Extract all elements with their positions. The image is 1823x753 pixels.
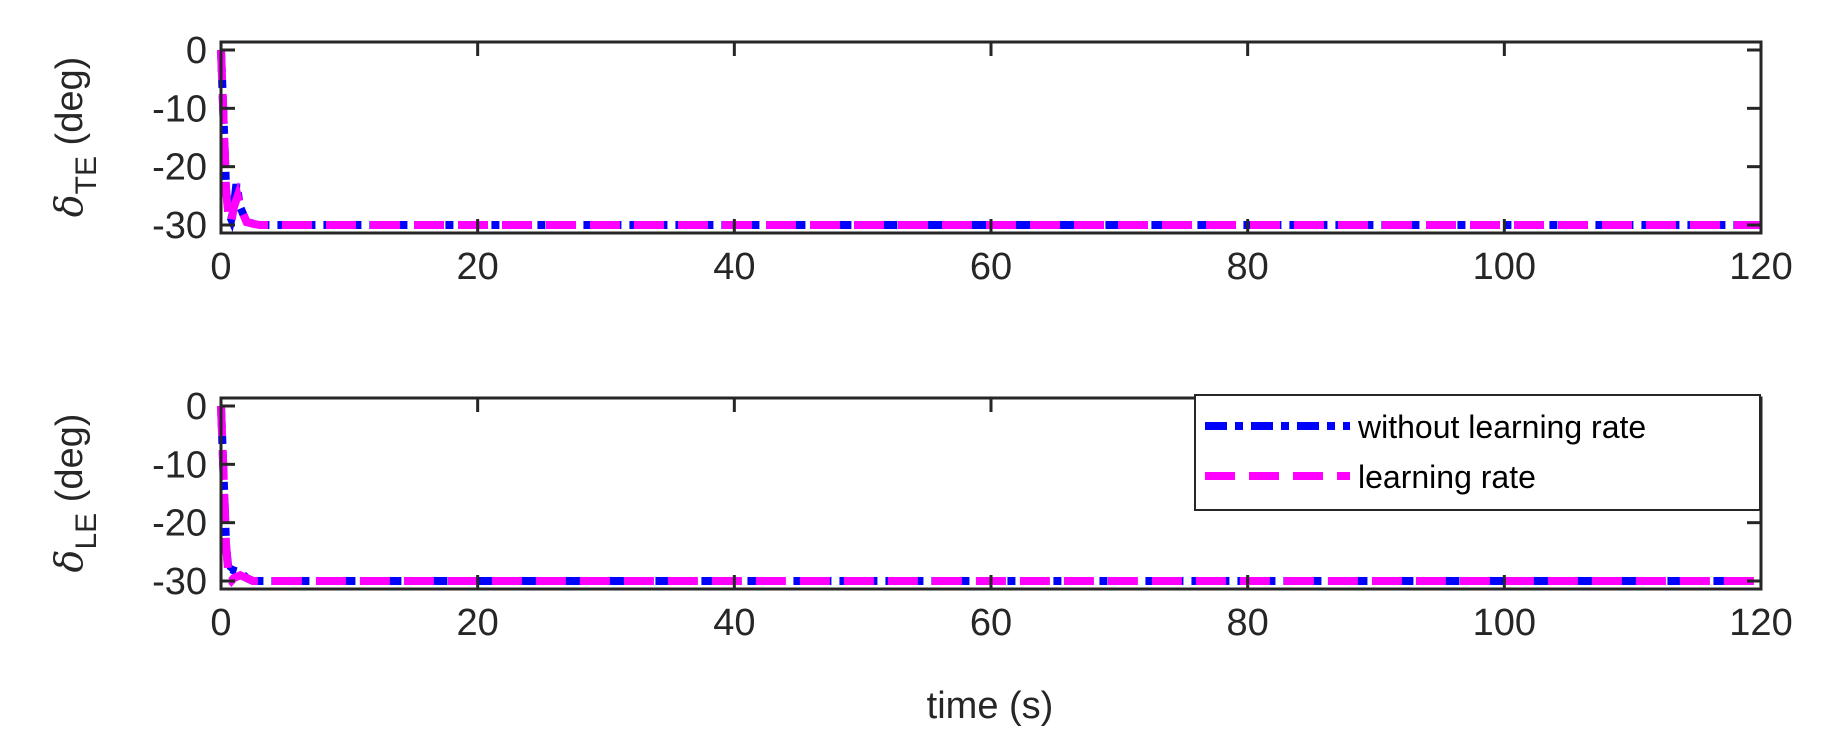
y-axis-label-symbol: δ [47, 194, 91, 217]
y-axis-label-symbol: δ [47, 550, 91, 573]
x-tick-label: 100 [1473, 602, 1536, 644]
x-tick-label: 0 [210, 246, 231, 288]
y-tick-label: -10 [152, 88, 207, 130]
legend: without learning rate learning rate [1194, 394, 1761, 511]
y-axis-label-subscript: TE [70, 156, 103, 194]
y-tick-label: 0 [186, 30, 207, 72]
y-tick-label: -10 [152, 444, 207, 486]
x-tick-label: 0 [210, 602, 231, 644]
y-axis-label-unit: (deg) [49, 57, 91, 146]
y-tick-label: -20 [152, 147, 207, 189]
y-tick-label: -30 [152, 205, 207, 247]
x-tick-label: 120 [1729, 246, 1792, 288]
x-tick-label: 20 [457, 246, 499, 288]
y-tick-label: -30 [152, 561, 207, 603]
series-layer-bottom [217, 405, 1761, 588]
x-tick-label: 60 [970, 602, 1012, 644]
x-axis-label: time (s) [927, 685, 1054, 727]
series-layer-top [217, 49, 1761, 233]
x-tick-label: 40 [713, 246, 755, 288]
ticks-layer-bottom: 0 20 40 60 80 100 120 0 -10 -20 -30 [152, 386, 1793, 644]
legend-label-learning-rate: learning rate [1358, 459, 1536, 495]
x-tick-label: 120 [1729, 602, 1792, 644]
subplot-bottom: 0 20 40 60 80 100 120 0 -10 -20 -30 δLE (deg) time… [47, 386, 1793, 727]
series-line-learning-rate-top [217, 49, 1761, 231]
y-axis-label-unit: (deg) [49, 414, 91, 503]
axes-box-top [219, 40, 1763, 235]
y-tick-label: -20 [152, 503, 207, 545]
ticks-layer-top: 0 20 40 60 80 100 120 0 -10 -20 -30 [152, 30, 1793, 288]
y-tick-label: 0 [186, 386, 207, 428]
legend-label-without-learning-rate: without learning rate [1357, 409, 1646, 445]
y-axis-label-bottom: δLE (deg) [47, 414, 103, 573]
legend-box [1194, 394, 1761, 511]
y-axis-label-top: δTE (deg) [47, 57, 103, 218]
series-line-learning-rate-bottom [217, 405, 1761, 588]
x-tick-label: 20 [457, 602, 499, 644]
x-tick-label: 80 [1227, 246, 1269, 288]
x-tick-label: 80 [1227, 602, 1269, 644]
y-axis-label-subscript: LE [70, 513, 103, 550]
subplot-top: 0 20 40 60 80 100 120 0 -10 -20 -30 δTE (deg) [47, 30, 1793, 288]
x-tick-label: 100 [1473, 246, 1536, 288]
x-tick-label: 60 [970, 246, 1012, 288]
series-line-without-learning-rate-top [217, 49, 1761, 233]
x-tick-label: 40 [713, 602, 755, 644]
